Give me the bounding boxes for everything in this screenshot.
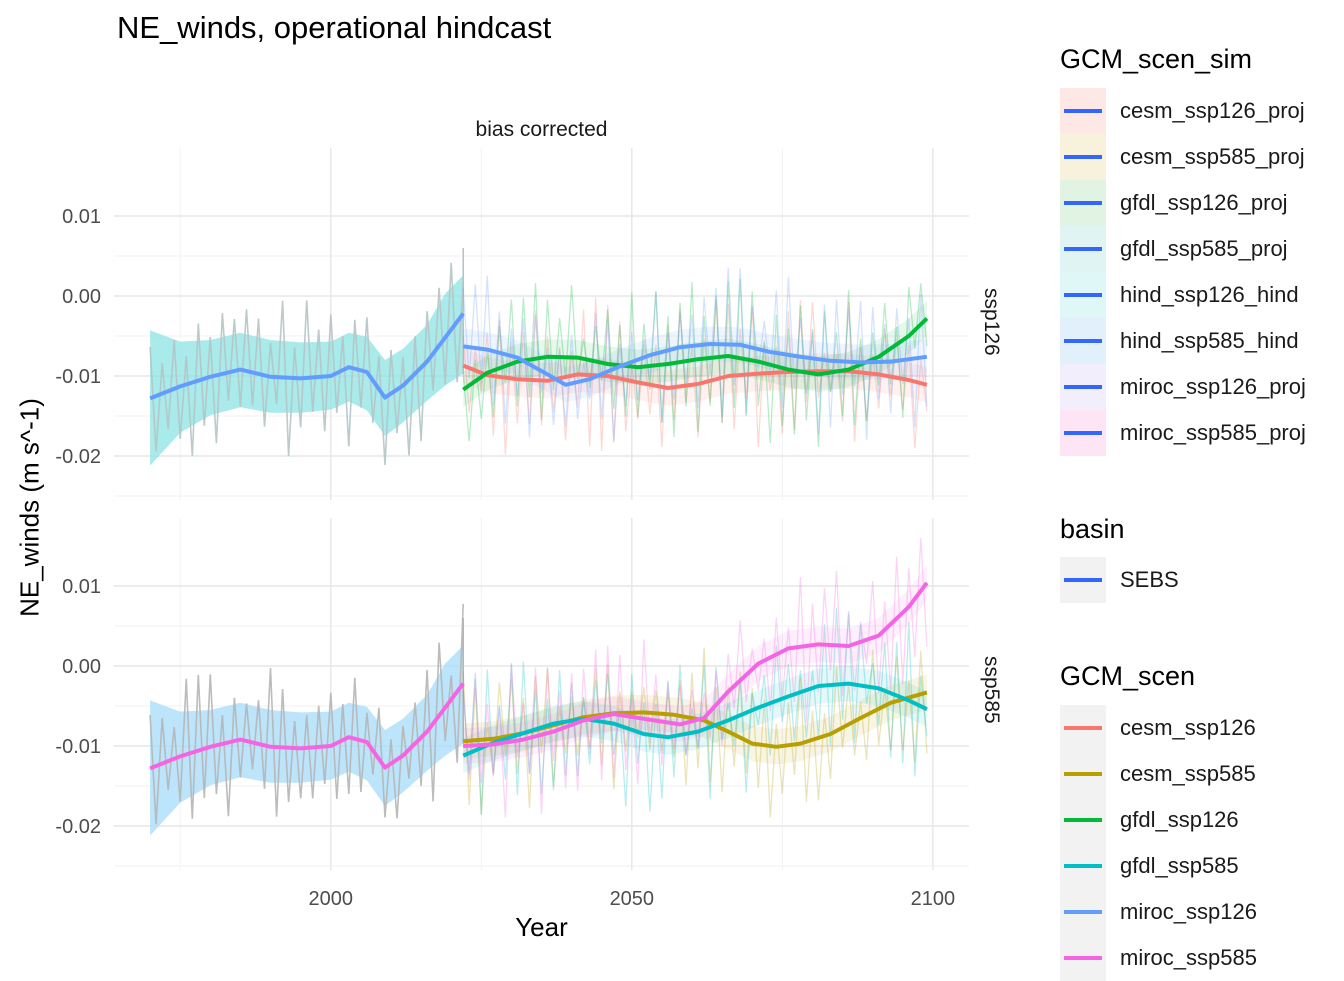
legend-sim-label: miroc_ssp126_proj	[1120, 374, 1306, 399]
legend-sim-item: hind_ssp585_hind	[1060, 318, 1299, 364]
legend-sim-item: gfdl_ssp585_proj	[1060, 226, 1288, 272]
legend-scen-key-line	[1064, 864, 1102, 868]
y-tick-label: 0.00	[62, 286, 101, 308]
projection-band-cesm_ssp126	[463, 348, 927, 406]
x-tick-label: 2050	[610, 888, 655, 910]
legend-sim-key	[1060, 226, 1106, 272]
projection-smooth-gfdl_ssp126	[462, 316, 929, 392]
legend-sim-key	[1060, 272, 1106, 318]
legend-sim-key	[1060, 364, 1106, 410]
legend-scen-key	[1060, 935, 1106, 981]
legend-sim-label: gfdl_ssp585_proj	[1120, 236, 1288, 261]
projection-band-miroc_ssp585	[463, 565, 927, 764]
legend-scen-label: cesm_ssp585	[1120, 761, 1256, 786]
legend-sim-label: gfdl_ssp126_proj	[1120, 190, 1288, 215]
legend-sim-key-line	[1064, 247, 1102, 251]
projection-smooth-cesm_ssp126	[462, 363, 928, 390]
legend-basin-label: SEBS	[1120, 567, 1179, 592]
legend-sim-key-line	[1064, 339, 1102, 343]
legend-scen-key	[1060, 751, 1106, 797]
y-tick-label: 0.01	[62, 206, 101, 228]
projection-band-gfdl_ssp126	[463, 300, 927, 408]
legend-scen-key-line	[1064, 956, 1102, 960]
legend-sim-key	[1060, 134, 1106, 180]
legend-scen-key-line	[1064, 818, 1102, 822]
legend-sim-label: miroc_ssp585_proj	[1120, 420, 1306, 445]
legend-sim-key-line	[1064, 155, 1102, 159]
legend-sim-label: hind_ssp585_hind	[1120, 328, 1299, 353]
chart-title: NE_winds, operational hindcast	[117, 10, 552, 45]
legend-scen-key-line	[1064, 910, 1102, 914]
projection-raw-gfdl_ssp126	[462, 278, 928, 447]
legend-scen-label: gfdl_ssp126	[1120, 807, 1239, 832]
hindcast-raw-line	[149, 263, 464, 465]
legend-basin-item: SEBS	[1060, 557, 1179, 603]
projection-smooth-gfdl_ssp585	[462, 681, 928, 758]
legend-title-basin: basin	[1060, 514, 1125, 544]
legend-sim-item: cesm_ssp585_proj	[1060, 134, 1305, 180]
y-tick-label: 0.01	[62, 576, 101, 598]
legend-scen-label: gfdl_ssp585	[1120, 853, 1239, 878]
y-tick-label: -0.01	[55, 366, 101, 388]
legend-sim-key	[1060, 180, 1106, 226]
legend-scen-item: miroc_ssp585	[1060, 935, 1257, 981]
y-tick-label: -0.01	[55, 736, 101, 758]
legend-title-sim: GCM_scen_sim	[1060, 44, 1253, 74]
legend-sim-key-line	[1064, 109, 1102, 113]
projection-raw-cesm_ssp126	[462, 297, 928, 455]
y-tick-label: 0.00	[62, 656, 101, 678]
legend-scen-key	[1060, 889, 1106, 935]
legend-sim-item: miroc_ssp126_proj	[1060, 364, 1306, 410]
legend-sim-key	[1060, 318, 1106, 364]
legend-title-scen: GCM_scen	[1060, 661, 1196, 691]
hindcast-raw-line	[149, 603, 464, 825]
legend-scen-key-line	[1064, 772, 1102, 776]
legend-basin-key-line	[1064, 578, 1102, 582]
legend-scen-item: miroc_ssp126	[1060, 889, 1257, 935]
legend-sim-label: cesm_ssp126_proj	[1120, 98, 1305, 123]
projection-raw-gfdl_ssp585	[462, 607, 928, 816]
legend-scen-item: cesm_ssp126	[1060, 705, 1256, 751]
hindcast-confidence-band	[150, 645, 464, 836]
legend-sim-label: hind_ssp126_hind	[1120, 282, 1299, 307]
legend-sim-key-line	[1064, 201, 1102, 205]
y-tick-label: -0.02	[55, 816, 101, 838]
legend-sim-item: miroc_ssp585_proj	[1060, 410, 1306, 456]
legend-scen-label: cesm_ssp126	[1120, 715, 1256, 740]
plot-area: 0.01 0.00 -0.01 -0.02 0.01 0.00 -0.01 -0.02 2000…	[55, 148, 969, 910]
legend-sim-label: cesm_ssp585_proj	[1120, 144, 1305, 169]
hindcast-confidence-band	[150, 275, 464, 466]
legend-sim-key	[1060, 410, 1106, 456]
legend-sim-key-line	[1064, 385, 1102, 389]
legend-scen-item: gfdl_ssp585	[1060, 843, 1239, 889]
projection-smooth-miroc_ssp126	[462, 342, 928, 387]
legend-scen-key-line	[1064, 726, 1102, 730]
legend-scen-key	[1060, 843, 1106, 889]
facet-strip-label: bias corrected	[475, 118, 608, 141]
legend-sim-key	[1060, 88, 1106, 134]
x-tick-label: 2100	[911, 888, 956, 910]
y-tick-label: -0.02	[55, 446, 101, 468]
legend-scen-key	[1060, 797, 1106, 843]
legend-scen-key	[1060, 705, 1106, 751]
legend-scen-label: miroc_ssp126	[1120, 899, 1257, 924]
hindcast-smooth-line	[149, 682, 465, 771]
projection-smooth-miroc_ssp585	[463, 581, 929, 748]
x-tick-label: 2000	[309, 888, 354, 910]
legend-sim-key-line	[1064, 293, 1102, 297]
legend-scen-item: gfdl_ssp126	[1060, 797, 1239, 843]
legend-sim-item: cesm_ssp126_proj	[1060, 88, 1305, 134]
legend-sim-key-line	[1064, 431, 1102, 435]
legend-sim-item: hind_ssp126_hind	[1060, 272, 1299, 318]
legend-scen-label: miroc_ssp585	[1120, 945, 1257, 970]
hindcast-smooth-line	[149, 312, 465, 401]
legend-basin-key	[1060, 557, 1106, 603]
legend-sim-item: gfdl_ssp126_proj	[1060, 180, 1288, 226]
x-axis-label: Year	[515, 912, 568, 942]
legend-scen-item: cesm_ssp585	[1060, 751, 1256, 797]
